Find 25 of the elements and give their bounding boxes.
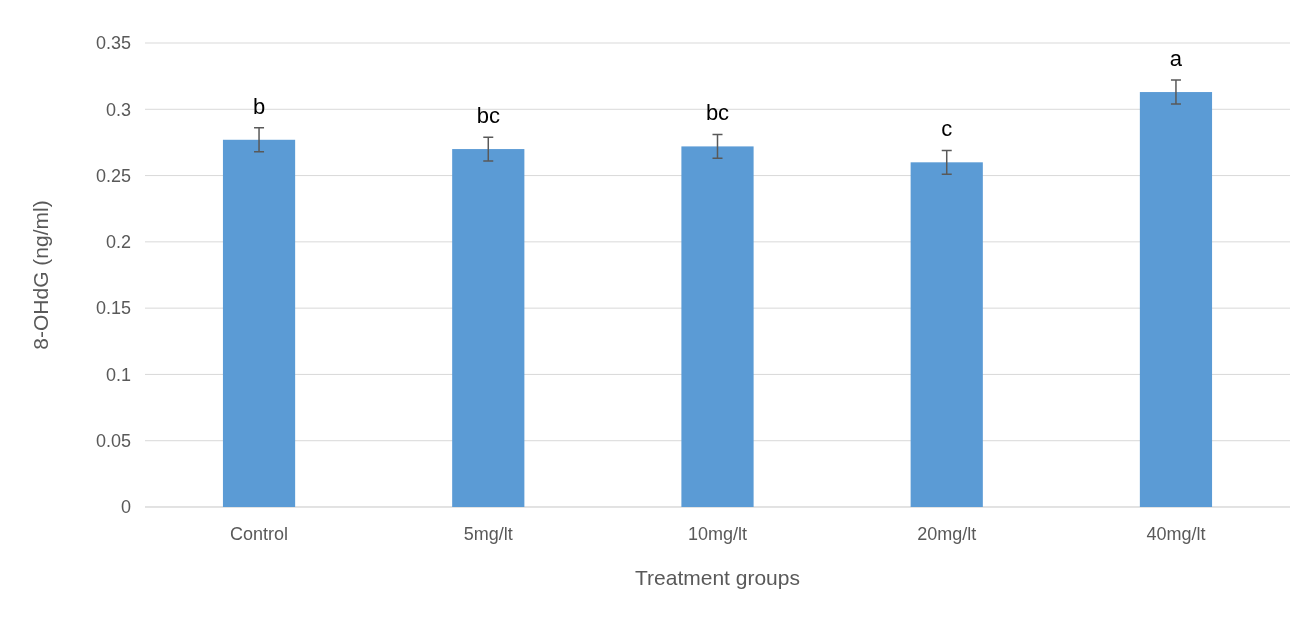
annotation: bc [476, 103, 500, 129]
x-tick-label: 20mg/lt [917, 523, 977, 544]
x-tick-label: Control [230, 523, 289, 544]
annotation: bc [705, 100, 730, 126]
x-tick-label: 5mg/lt [463, 523, 513, 544]
x-tick-label: 10mg/lt [687, 523, 748, 544]
x-tick-label: 40mg/lt [1146, 523, 1206, 544]
y-tick-label: 0.1 [105, 364, 131, 385]
bar [681, 146, 754, 507]
annotation: a [1169, 46, 1183, 72]
bar [1139, 92, 1213, 507]
annotation: b [252, 93, 266, 119]
y-tick-label: 0.05 [95, 430, 131, 451]
y-tick-label: 0 [120, 497, 131, 518]
y-tick-label: 0.35 [95, 33, 131, 54]
y-axis-title: 8-OHdG (ng/ml) [29, 200, 52, 350]
bar [222, 139, 296, 507]
x-axis-title: Treatment groups [635, 566, 800, 589]
y-tick-label: 0.15 [95, 298, 131, 319]
y-tick-label: 0.25 [95, 165, 131, 186]
y-tick-label: 0.2 [105, 232, 131, 253]
y-tick-label: 0.3 [105, 99, 131, 120]
annotation: c [941, 116, 953, 142]
bar [452, 149, 525, 507]
bar [910, 162, 983, 507]
